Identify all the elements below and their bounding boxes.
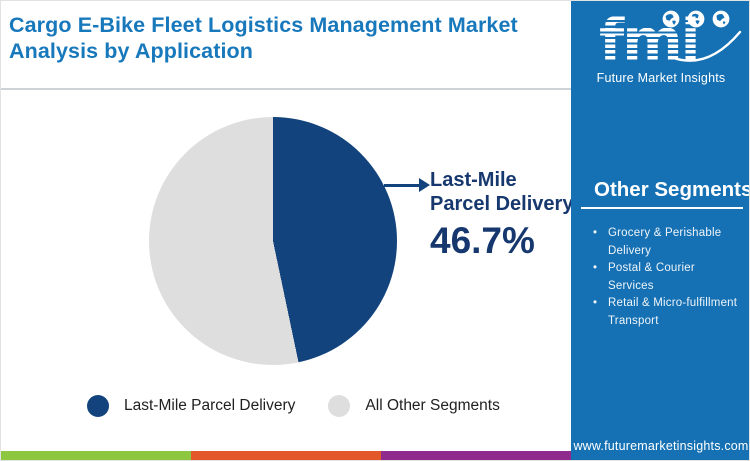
sidebar: fmi Future Market Insights Other Segment… (571, 1, 750, 460)
fmi-logo: fmi Future Market Insights (571, 5, 749, 89)
title-divider (1, 88, 571, 90)
legend-swatch-gray-icon (328, 395, 351, 417)
globe-americas-icon (662, 10, 680, 28)
pie-chart (149, 117, 397, 365)
footer-bar-purple (381, 451, 571, 460)
callout-label-line1: Last-Mile (430, 169, 517, 191)
callout-label: Last-Mile Parcel Delivery (430, 168, 573, 217)
logo-tagline: Future Market Insights (596, 71, 726, 85)
legend-swatch-navy-icon (87, 395, 109, 417)
footer-bar-green (1, 451, 191, 460)
footer-color-bar (1, 451, 571, 460)
legend-item-last-mile: Last-Mile Parcel Delivery (87, 395, 295, 417)
main-area: Cargo E-Bike Fleet Logistics Management … (1, 1, 573, 460)
globe-asia-icon (712, 10, 730, 28)
logo-globes (662, 10, 730, 28)
page-title: Cargo E-Bike Fleet Logistics Management … (9, 13, 565, 65)
page-title-line1: Cargo E-Bike Fleet Logistics Management … (9, 13, 518, 37)
globe-europe-icon (687, 10, 705, 28)
pie-legend: Last-Mile Parcel Delivery All Other Segm… (87, 395, 500, 417)
sidebar-heading-divider (581, 207, 743, 209)
list-item: Postal & Courier Services (591, 260, 743, 295)
list-item: Grocery & Perishable Delivery (591, 225, 743, 260)
fmi-wordmark: fmi (599, 6, 701, 74)
callout-label-line2: Parcel Delivery (430, 193, 574, 216)
sidebar-heading: Other Segments (594, 178, 750, 201)
callout-arrow-icon (419, 178, 430, 192)
callout-value: 46.7% (430, 220, 535, 261)
footer-bar-orange (191, 451, 381, 460)
list-item: Retail & Micro-fulfillment Transport (591, 295, 743, 330)
callout-arrow-line (384, 184, 421, 187)
website-url: www.futuremarketinsights.com (573, 439, 749, 453)
legend-label: Last-Mile Parcel Delivery (124, 397, 296, 414)
page-title-line2: Analysis by Application (9, 38, 254, 63)
legend-item-other-segments: All Other Segments (328, 395, 500, 417)
other-segments-list: Grocery & Perishable Delivery Postal & C… (591, 225, 743, 330)
legend-label: All Other Segments (365, 397, 500, 414)
